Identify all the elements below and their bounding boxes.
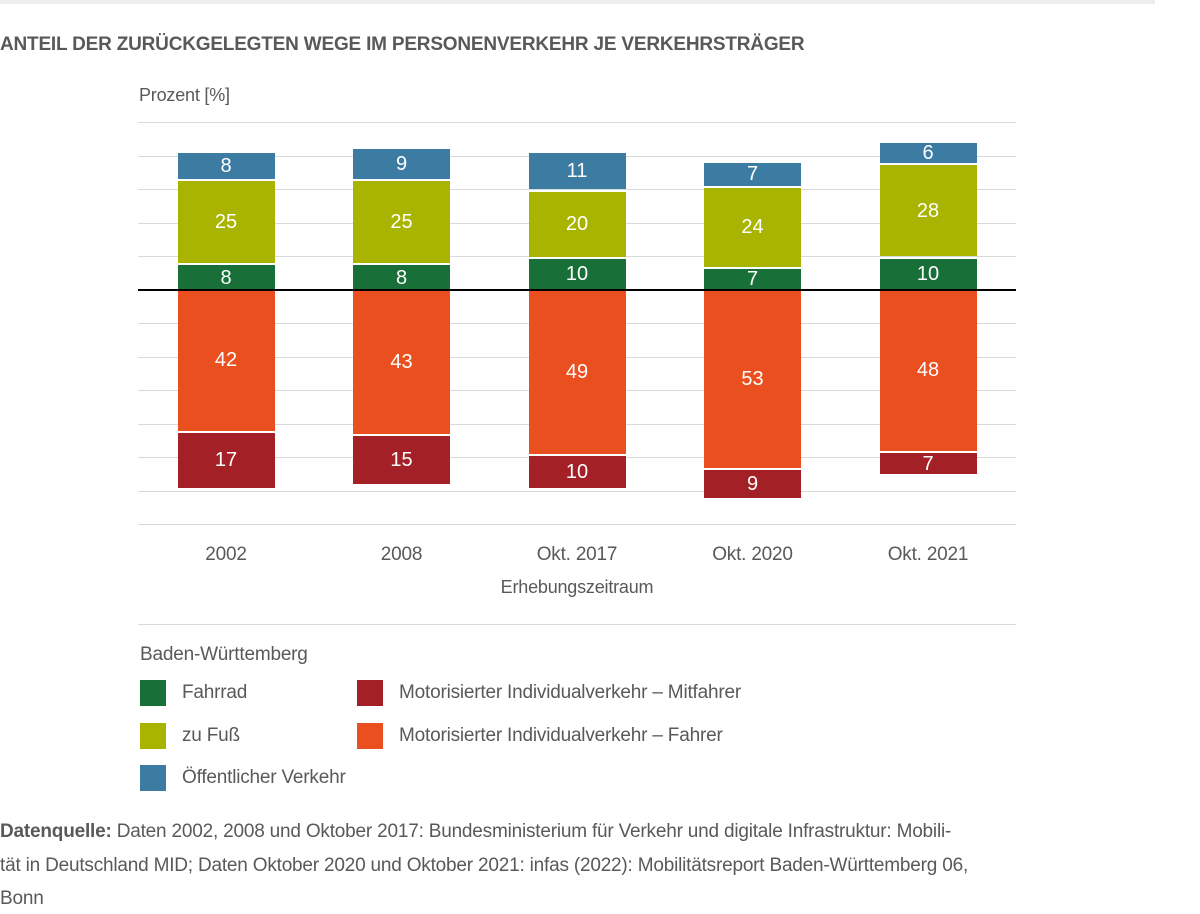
segment-value-label: 15 (390, 449, 413, 472)
legend-swatch (140, 722, 166, 749)
segment-value-label: 25 (390, 211, 413, 234)
bar-segment-2008: 9 (353, 149, 450, 180)
segment-value-label: 48 (916, 359, 940, 382)
bar-segment-2008: 43 (353, 290, 450, 435)
source-label: Datenquelle: (0, 821, 112, 842)
segment-value-label: 20 (565, 213, 589, 235)
segment-value-label: 8 (220, 155, 232, 178)
legend-item: Fahrrad (140, 680, 247, 706)
source-line-3: Bonn (0, 888, 44, 909)
segment-value-label: 10 (565, 460, 589, 483)
segment-value-label: 7 (922, 452, 934, 475)
bar-segment-okt-2021: 28 (879, 162, 977, 257)
legend-label: zu Fuß (182, 724, 240, 746)
bar-segment-okt-2017: 20 (528, 189, 626, 257)
legend-label: Motorisierter Individualverkehr – Fahrer (399, 724, 723, 746)
top-divider-strip (0, 0, 1155, 4)
segment-value-label: 53 (741, 367, 764, 390)
x-tick-label-2008: 2008 (380, 544, 423, 565)
segment-value-label: 7 (746, 268, 759, 291)
gridline (138, 122, 1016, 123)
gridline (138, 524, 1016, 525)
legend-item: zu Fuß (140, 722, 240, 749)
legend-label: Motorisierter Individualverkehr – Mitfah… (399, 682, 741, 703)
source-line-1: Datenquelle: Daten 2002, 2008 und Oktobe… (0, 815, 1160, 849)
legend-swatch (140, 765, 166, 791)
segment-value-label: 28 (916, 199, 940, 222)
legend-title: Baden-Württemberg (140, 644, 308, 665)
x-tick-label-okt-2021: Okt. 2021 (887, 544, 969, 565)
segment-value-label: 9 (395, 153, 408, 176)
bar-segment-2008: 15 (353, 434, 450, 485)
bar-segment-2002: 8 (177, 263, 275, 290)
chart-title: ANTEIL DER ZURÜCKGELEGTEN WEGE IM PERSON… (0, 34, 805, 55)
data-source-note: Datenquelle: Daten 2002, 2008 und Oktobe… (0, 815, 1160, 914)
bar-segment-okt-2021: 10 (879, 256, 977, 290)
source-line-2: tät in Deutschland MID; Daten Oktober 20… (0, 854, 969, 876)
x-tick-label-okt-2017: Okt. 2017 (536, 544, 618, 565)
plot-area: 8 25 8 42 17 8 25 9 43 15 10 20 11 49 10 7 24 7 53 9 10 28 6 48… (138, 122, 1016, 525)
legend-swatch (357, 680, 383, 706)
bar-segment-okt-2017: 49 (528, 290, 626, 455)
segment-value-label: 6 (922, 141, 934, 164)
segment-value-label: 43 (390, 351, 413, 374)
segment-value-label: 25 (214, 211, 238, 234)
segment-value-label: 42 (214, 349, 238, 372)
segment-value-label: 7 (746, 163, 759, 186)
legend-label: Fahrrad (182, 682, 248, 703)
bar-segment-okt-2017: 10 (528, 454, 626, 488)
bar-segment-2002: 8 (177, 152, 275, 180)
legend-item: Motorisierter Individualverkehr – Mitfah… (357, 680, 741, 706)
legend-item: Motorisierter Individualverkehr – Fahrer (357, 722, 723, 749)
bar-segment-okt-2020: 7 (704, 266, 801, 291)
segment-value-label: 8 (220, 266, 232, 289)
y-axis-label: Prozent [%] (139, 85, 230, 105)
axis-bottom-divider (138, 624, 1016, 625)
segment-value-label: 10 (565, 263, 589, 286)
legend-swatch (357, 722, 383, 749)
x-tick-label-2002: 2002 (205, 544, 247, 565)
bar-segment-okt-2021: 48 (879, 290, 977, 451)
x-axis-title: Erhebungszeitraum (500, 577, 654, 597)
bar-segment-2008: 25 (353, 179, 450, 264)
bar-segment-okt-2017: 11 (528, 152, 626, 190)
segment-value-label: 11 (566, 160, 588, 183)
bar-segment-okt-2017: 10 (528, 256, 626, 290)
legend-swatch (140, 680, 166, 706)
bar-segment-okt-2021: 7 (879, 450, 977, 475)
legend-label: Öffentlicher Verkehr (182, 767, 346, 788)
segment-value-label: 8 (395, 266, 408, 289)
segment-value-label: 24 (741, 216, 764, 239)
segment-value-label: 49 (565, 361, 589, 384)
bar-segment-okt-2020: 9 (704, 467, 801, 498)
segment-value-label: 17 (214, 449, 238, 472)
source-line-1-text: Daten 2002, 2008 und Oktober 2017: Bunde… (111, 821, 952, 842)
x-tick-label-okt-2020: Okt. 2020 (712, 544, 793, 565)
bar-segment-okt-2021: 6 (879, 141, 977, 164)
bar-segment-2002: 25 (177, 179, 275, 264)
bar-segment-okt-2020: 53 (704, 290, 801, 468)
bar-segment-okt-2020: 24 (704, 186, 801, 267)
legend-item: Öffentlicher Verkehr (140, 765, 346, 791)
bar-segment-2002: 42 (177, 290, 275, 431)
baseline-zero-line (138, 289, 1016, 291)
segment-value-label: 10 (916, 263, 940, 286)
gridline (138, 490, 1016, 492)
bar-segment-okt-2020: 7 (704, 162, 801, 187)
bar-segment-2008: 8 (353, 263, 450, 290)
segment-value-label: 9 (746, 472, 759, 495)
bar-segment-2002: 17 (177, 430, 275, 488)
